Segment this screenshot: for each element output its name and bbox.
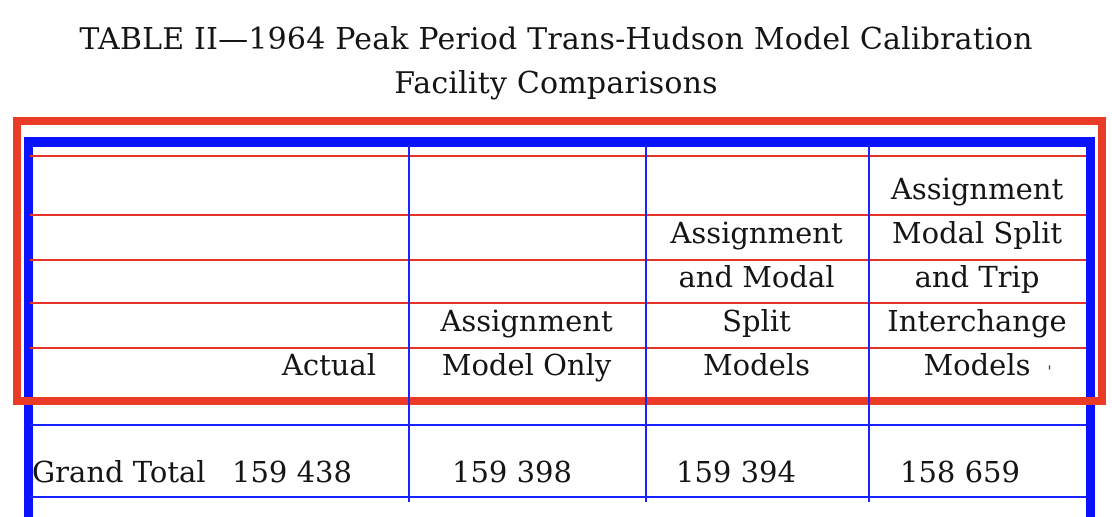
table-cell-actual: 159 438 xyxy=(232,455,352,489)
column-header-assignment-modal-split: Assignment and Modal Split Models xyxy=(670,216,843,382)
table-cell-assignment-only: 159 398 xyxy=(452,455,572,489)
column-divider xyxy=(868,145,870,502)
table-cell-modal-split: 159 394 xyxy=(676,455,796,489)
column-header-assignment-model-only: Assignment Model Only xyxy=(440,304,613,382)
guide-line xyxy=(30,155,1086,157)
guide-line xyxy=(30,259,1086,261)
table-region-outline xyxy=(24,137,1095,517)
table-title-line-1: TABLE II—1964 Peak Period Trans-Hudson M… xyxy=(79,22,1033,57)
table-row-label: Grand Total xyxy=(32,455,206,489)
column-header-assignment-modal-split-trip-interchange: Assignment Modal Split and Trip Intercha… xyxy=(887,172,1067,382)
table-title-line-2: Facility Comparisons xyxy=(394,66,718,101)
scan-mark: ˈ xyxy=(1047,363,1052,384)
guide-line xyxy=(30,214,1086,216)
guide-line xyxy=(30,424,1086,426)
guide-line xyxy=(30,496,1086,498)
column-header-actual: Actual xyxy=(281,348,376,382)
guide-line xyxy=(30,347,1086,349)
column-divider xyxy=(645,145,647,502)
table-cell-trip-interchange: 158 659 xyxy=(900,455,1020,489)
guide-line xyxy=(30,302,1086,304)
column-divider xyxy=(408,145,410,502)
header-region-outline xyxy=(13,117,1106,405)
